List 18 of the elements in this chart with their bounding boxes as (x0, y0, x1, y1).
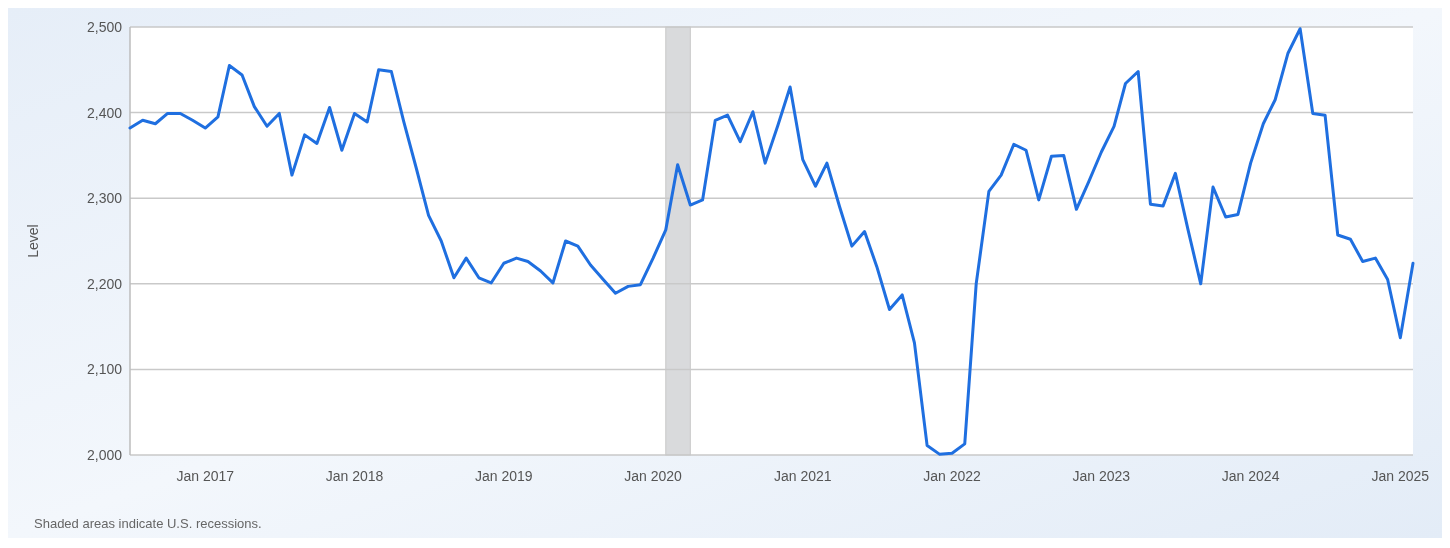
x-tick-label: Jan 2018 (325, 468, 384, 484)
x-tick-label: Jan 2020 (624, 468, 683, 484)
x-tick-label: Jan 2019 (475, 468, 533, 484)
y-tick-label: 2,400 (86, 104, 123, 121)
y-axis-title: Level (25, 224, 41, 258)
x-tick-label: Jan 2024 (1221, 468, 1280, 484)
y-tick-label: 2,000 (86, 446, 123, 463)
line-series (128, 27, 1415, 456)
y-tick-label: 2,200 (86, 275, 123, 292)
x-tick-label: Jan 2023 (1072, 468, 1131, 484)
y-tick-label: 2,500 (86, 18, 123, 35)
y-tick-label: 2,100 (86, 361, 123, 378)
x-tick-label: Jan 2017 (176, 468, 235, 484)
y-tick-label: 2,300 (86, 190, 123, 207)
x-tick-label: Jan 2025 (1371, 468, 1430, 484)
x-tick-label: Jan 2021 (773, 468, 832, 484)
text: Shaded areas indicate U.S. recessions. (34, 516, 262, 531)
x-tick-label: Jan 2022 (923, 468, 982, 484)
